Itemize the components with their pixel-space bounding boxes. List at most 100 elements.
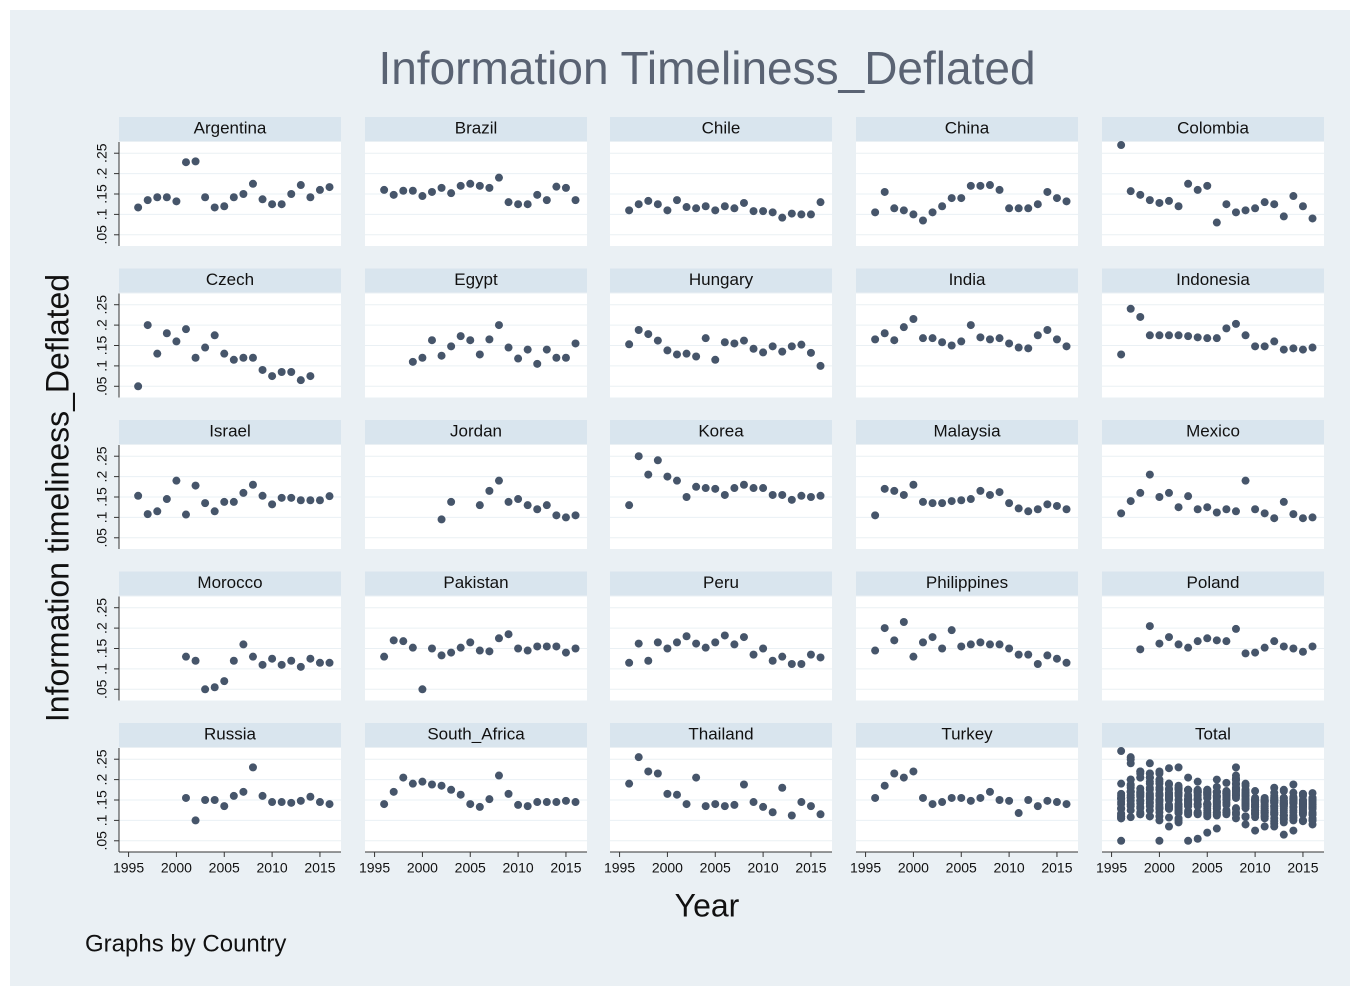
point — [1260, 509, 1269, 518]
x-tick-label: 2015 — [304, 860, 335, 876]
x-tick-label: 2005 — [455, 860, 486, 876]
point — [1033, 331, 1042, 340]
point — [408, 186, 417, 195]
point — [1231, 804, 1240, 813]
point — [258, 660, 267, 669]
panel-header — [610, 268, 832, 293]
point — [1164, 780, 1173, 789]
point — [682, 349, 691, 358]
panel-title: Peru — [703, 573, 739, 592]
panel-title: Israel — [209, 421, 251, 440]
point — [682, 632, 691, 641]
y-tick-label: .15 — [94, 184, 110, 204]
panel-header — [119, 723, 341, 747]
point — [816, 361, 825, 370]
point — [1164, 764, 1173, 773]
point — [928, 334, 937, 343]
panel-title: Colombia — [1177, 118, 1249, 137]
point — [485, 486, 494, 495]
x-tick-label: 1995 — [850, 860, 881, 876]
point — [447, 497, 456, 506]
point — [957, 793, 966, 802]
panel-header — [856, 117, 1078, 141]
point — [268, 500, 277, 509]
point — [514, 644, 523, 653]
x-tick-label: 2005 — [209, 860, 240, 876]
point — [759, 802, 768, 811]
point — [1145, 470, 1154, 479]
point — [1136, 787, 1145, 796]
point — [514, 495, 523, 504]
point — [561, 513, 570, 522]
point — [552, 798, 561, 807]
point — [787, 342, 796, 351]
point — [1155, 777, 1164, 786]
point — [1062, 658, 1071, 667]
point — [220, 802, 229, 811]
point — [976, 181, 985, 190]
note: Graphs by Country — [85, 930, 286, 957]
point — [162, 193, 171, 202]
point — [1062, 342, 1071, 351]
point — [552, 182, 561, 191]
point — [1062, 197, 1071, 206]
panel-title: Jordan — [450, 421, 502, 440]
point — [418, 777, 427, 786]
point — [1203, 793, 1212, 802]
point — [1174, 781, 1183, 790]
x-tick-label: 1995 — [359, 860, 390, 876]
point — [315, 658, 324, 667]
point — [1117, 793, 1126, 802]
point — [229, 193, 238, 202]
point — [143, 321, 152, 330]
point — [1298, 514, 1307, 523]
point — [1241, 820, 1250, 829]
point — [571, 798, 580, 807]
point — [287, 368, 296, 377]
point — [485, 795, 494, 804]
point — [191, 353, 200, 362]
point — [759, 644, 768, 653]
point — [239, 488, 248, 497]
point — [1260, 643, 1269, 652]
y-tick-label: .25 — [94, 598, 110, 618]
point — [1033, 505, 1042, 514]
point — [181, 158, 190, 167]
point — [1270, 796, 1279, 804]
y-tick-label: .1 — [94, 208, 110, 220]
panel-header — [856, 268, 1078, 293]
panel-title: Mexico — [1186, 421, 1240, 440]
panel-header — [610, 571, 832, 596]
point — [1222, 778, 1231, 787]
point — [778, 347, 787, 356]
y-tick-label: .15 — [94, 487, 110, 507]
point — [561, 183, 570, 192]
point — [701, 643, 710, 652]
point — [571, 644, 580, 653]
point — [504, 343, 513, 352]
point — [995, 488, 1004, 497]
point — [1052, 194, 1061, 203]
point — [634, 452, 643, 461]
point — [210, 796, 219, 804]
point — [533, 798, 542, 807]
point — [711, 800, 720, 809]
point — [466, 800, 475, 809]
point — [1052, 654, 1061, 663]
point — [475, 646, 484, 655]
y-tick-label: .25 — [94, 749, 110, 769]
point — [1241, 789, 1250, 798]
point — [533, 359, 542, 368]
point — [181, 510, 190, 519]
point — [711, 355, 720, 364]
panel-title: Argentina — [194, 118, 267, 137]
point — [1203, 634, 1212, 643]
y-tick-label: .15 — [94, 639, 110, 659]
point — [918, 793, 927, 802]
point — [408, 357, 417, 366]
point — [985, 787, 994, 796]
point — [1289, 811, 1298, 820]
point — [720, 802, 729, 811]
point — [1193, 333, 1202, 342]
point — [239, 640, 248, 649]
